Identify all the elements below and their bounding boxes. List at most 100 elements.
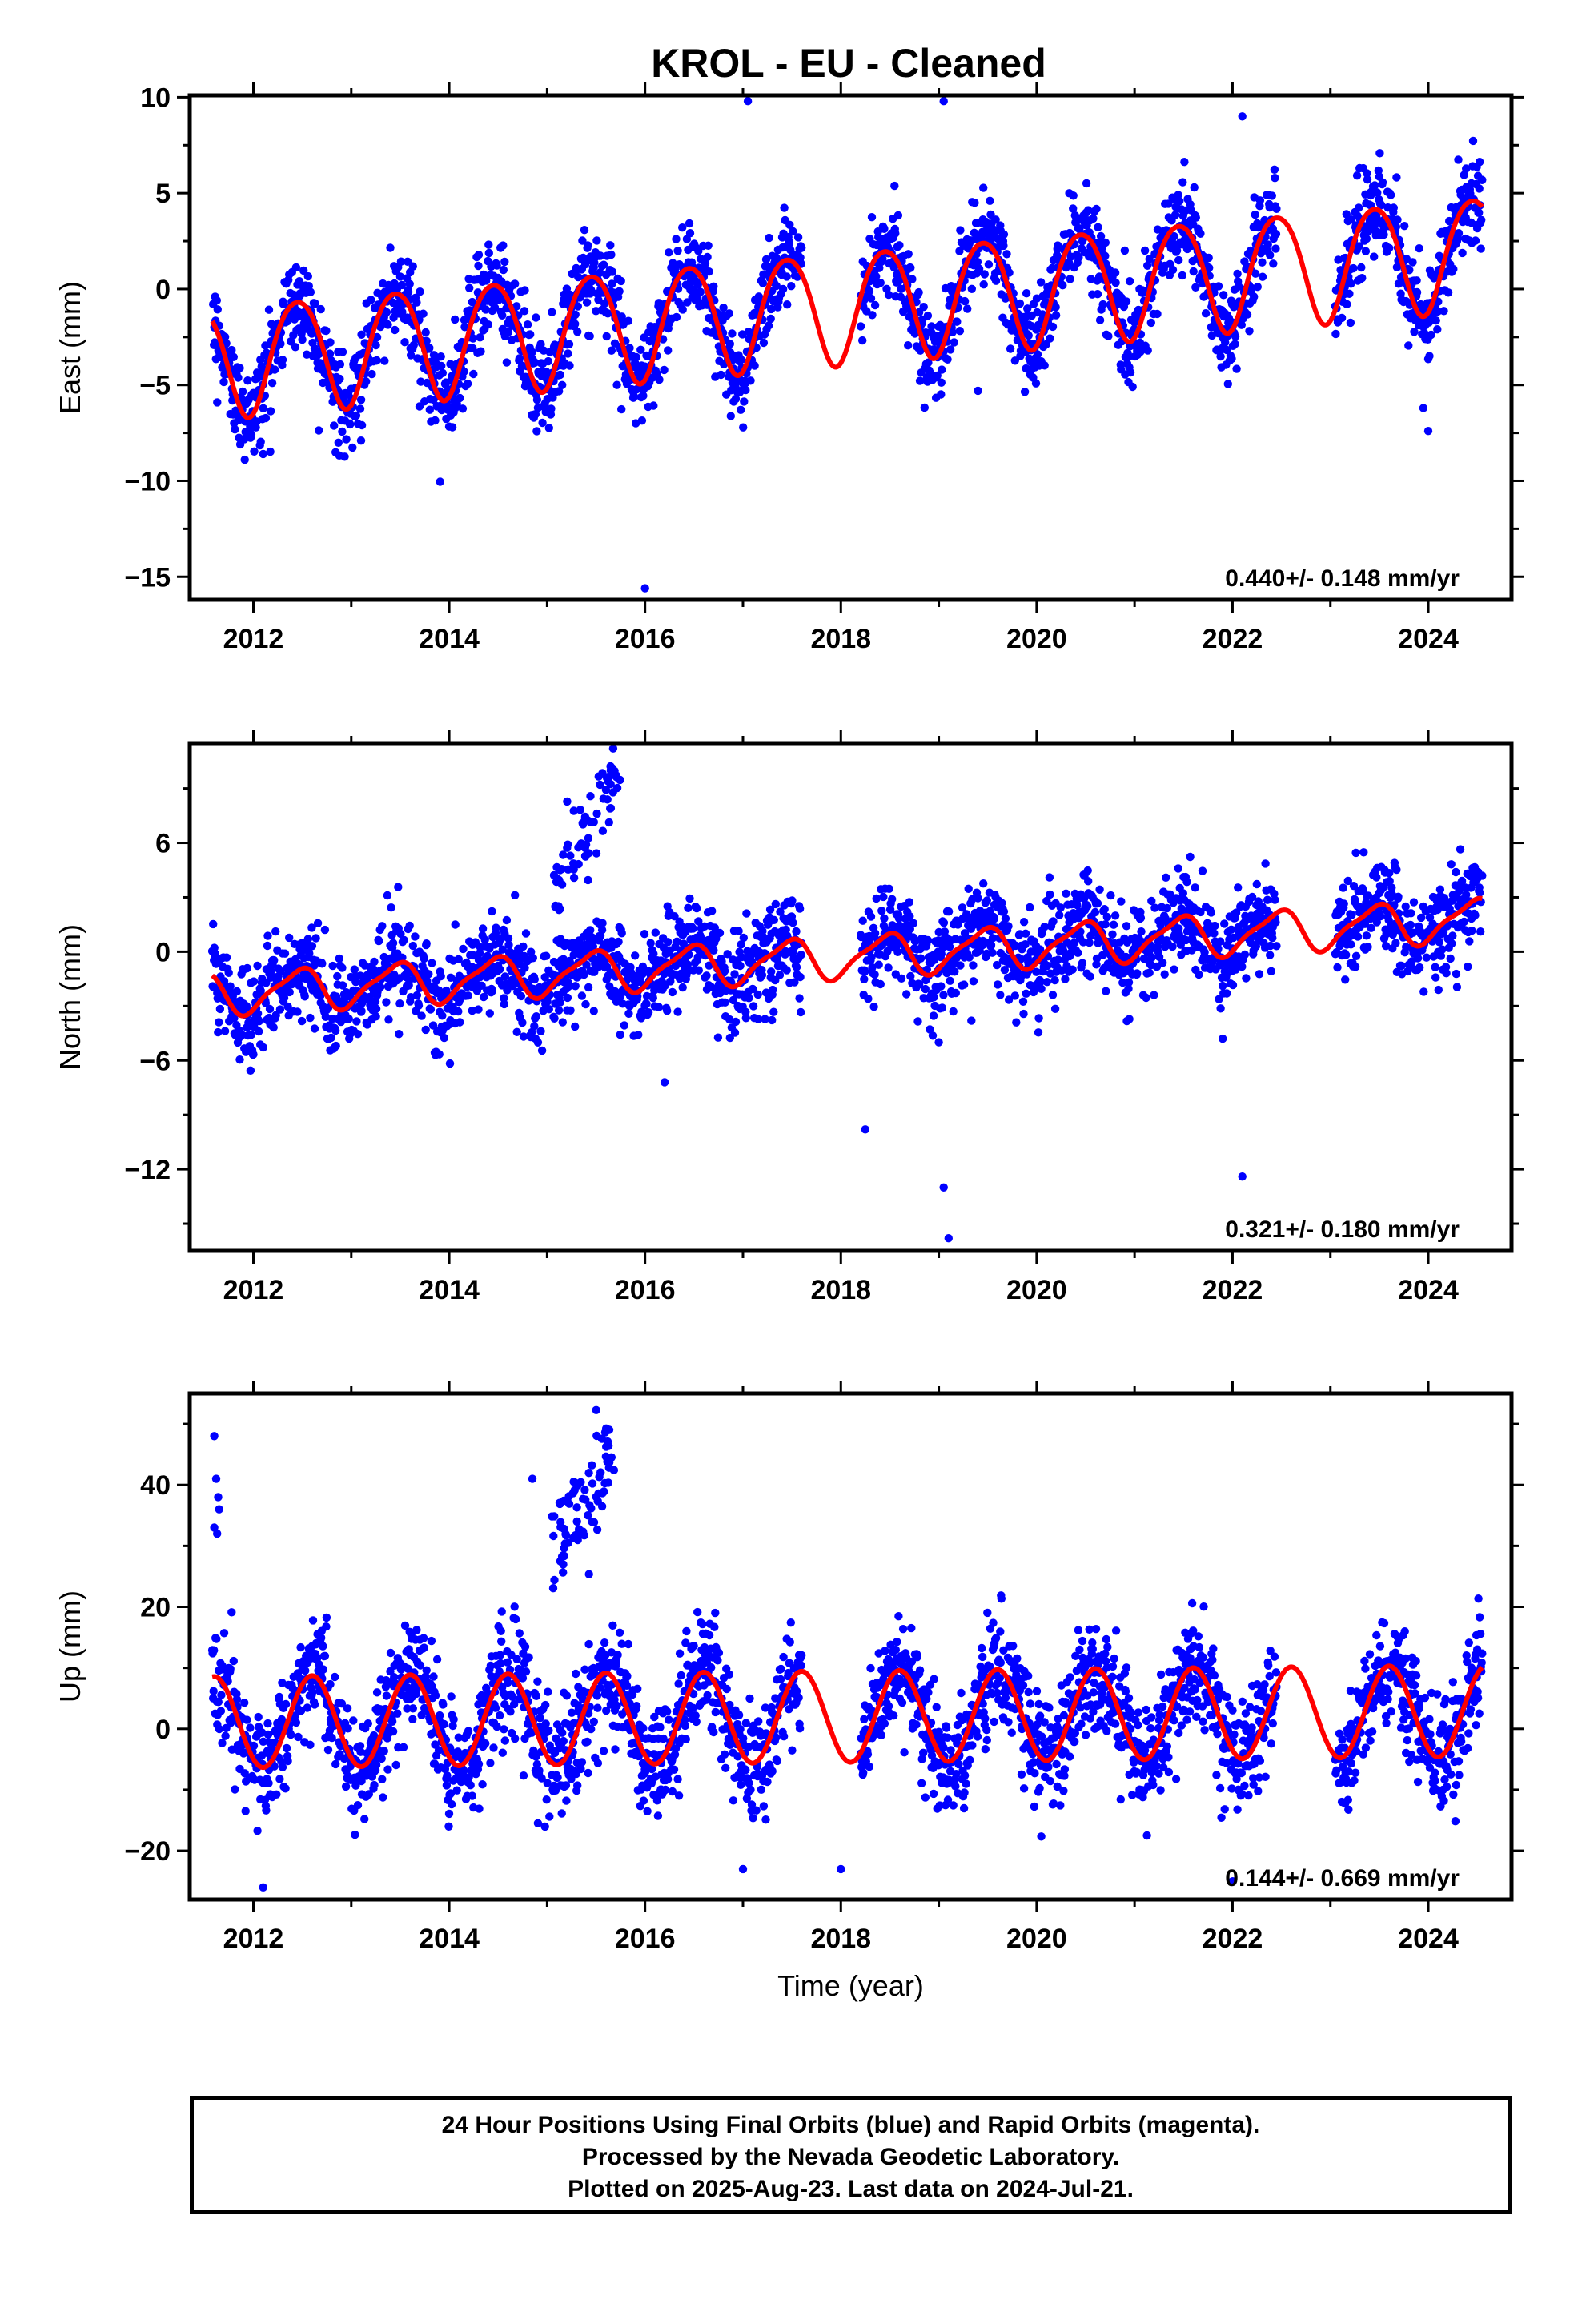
data-point <box>1258 258 1267 267</box>
data-point <box>598 919 607 927</box>
data-point <box>1242 974 1251 983</box>
data-point <box>327 1033 335 1043</box>
data-point <box>346 420 355 429</box>
data-point <box>276 967 285 976</box>
data-point <box>582 298 592 307</box>
data-point <box>1092 204 1101 214</box>
data-point <box>1205 263 1214 272</box>
data-point <box>876 279 885 287</box>
data-point <box>1168 942 1177 951</box>
data-point <box>765 233 773 243</box>
data-point <box>782 272 791 281</box>
data-point <box>234 373 243 382</box>
data-point <box>594 296 603 304</box>
data-point <box>996 991 1005 999</box>
data-point <box>787 282 796 291</box>
data-point <box>1342 210 1351 219</box>
data-point <box>353 1030 363 1039</box>
data-point <box>1191 883 1199 892</box>
data-point <box>395 1030 404 1039</box>
data-point <box>1094 223 1102 231</box>
data-point <box>1433 307 1443 316</box>
data-point <box>654 1003 664 1011</box>
data-point <box>617 404 626 414</box>
data-point <box>990 915 998 923</box>
data-point <box>637 416 647 425</box>
data-point <box>979 183 988 192</box>
data-point <box>694 966 703 975</box>
data-point <box>1456 845 1465 854</box>
data-point <box>526 330 535 339</box>
data-point <box>761 1015 769 1023</box>
data-point <box>663 1007 672 1015</box>
data-point <box>605 982 614 991</box>
data-point <box>636 345 645 354</box>
data-point <box>1266 251 1275 259</box>
data-point <box>1022 364 1030 373</box>
data-point <box>532 427 541 436</box>
data-point <box>767 304 776 314</box>
data-point <box>938 365 946 374</box>
data-point <box>888 895 897 904</box>
data-point <box>474 261 483 271</box>
data-point <box>306 1013 315 1023</box>
data-point <box>419 309 428 318</box>
data-point <box>275 1005 285 1014</box>
data-point <box>1343 300 1351 308</box>
data-point <box>405 279 414 288</box>
data-point <box>460 367 468 376</box>
data-point <box>923 935 933 945</box>
data-point <box>387 903 396 912</box>
data-point <box>797 243 806 252</box>
data-point <box>305 949 314 958</box>
data-point <box>1397 961 1406 971</box>
data-point <box>1341 975 1350 984</box>
data-point <box>757 971 767 979</box>
data-point <box>792 963 801 971</box>
data-point <box>338 427 347 436</box>
data-point <box>451 315 460 324</box>
data-point <box>785 220 794 229</box>
data-point <box>382 308 391 316</box>
data-point <box>1372 873 1381 882</box>
data-point <box>1018 997 1028 1007</box>
data-point <box>746 376 755 385</box>
data-point <box>1101 238 1110 247</box>
data-point <box>1394 892 1403 902</box>
data-point <box>370 957 379 967</box>
data-point <box>642 999 651 1008</box>
data-point <box>1178 271 1187 280</box>
data-point <box>1095 885 1104 895</box>
data-point <box>542 951 551 960</box>
data-point <box>1377 201 1386 210</box>
data-point <box>1109 920 1118 929</box>
data-point <box>646 939 655 947</box>
data-point <box>986 196 994 205</box>
data-point <box>1125 277 1134 286</box>
data-point <box>479 992 488 1002</box>
data-point <box>1253 283 1263 292</box>
data-point <box>372 356 381 365</box>
data-point <box>701 259 710 268</box>
data-point <box>530 1022 539 1031</box>
data-point <box>264 1013 274 1023</box>
data-point <box>378 922 387 931</box>
data-point <box>1172 246 1182 255</box>
data-point <box>1069 191 1078 200</box>
data-point <box>1122 922 1131 931</box>
data-point <box>713 1033 723 1042</box>
data-point <box>1228 980 1238 990</box>
data-point <box>255 1027 263 1036</box>
data-point <box>620 1021 628 1030</box>
data-point <box>1351 963 1360 971</box>
data-point <box>1223 989 1231 998</box>
data-point <box>397 280 407 290</box>
data-point <box>250 447 259 456</box>
data-point <box>1054 241 1062 250</box>
data-point <box>734 927 743 935</box>
data-point <box>1351 848 1360 858</box>
data-point <box>634 1031 643 1039</box>
data-point <box>1084 877 1093 886</box>
data-point <box>715 928 725 938</box>
data-point <box>796 253 805 262</box>
